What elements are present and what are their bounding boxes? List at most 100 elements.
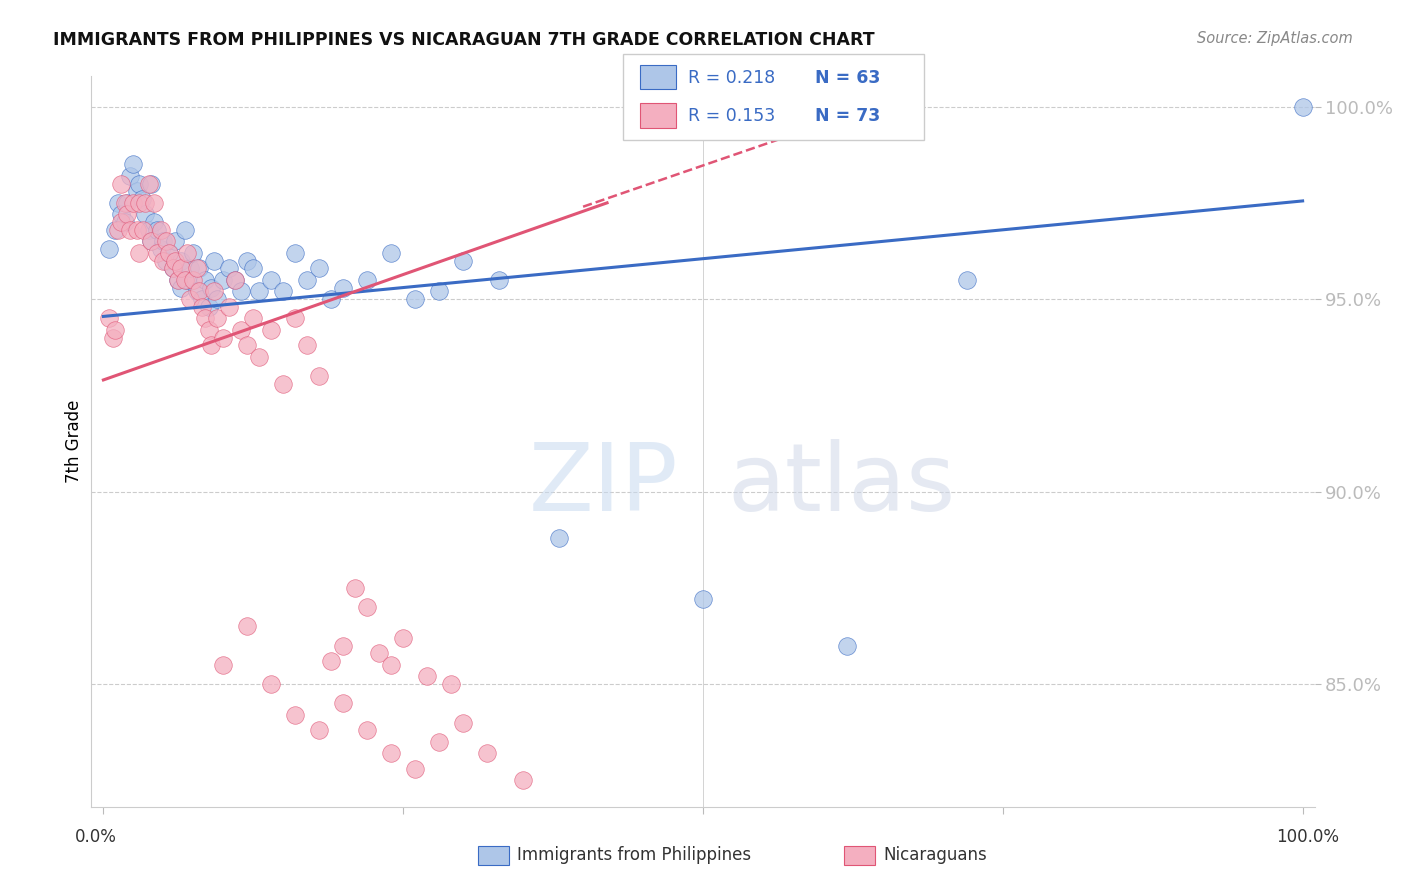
Point — [207, 292, 229, 306]
Point — [284, 246, 307, 260]
Point — [835, 639, 858, 653]
Point — [380, 747, 402, 761]
Point — [110, 177, 132, 191]
Point — [356, 600, 378, 615]
Point — [380, 657, 402, 672]
Point — [128, 177, 150, 191]
Point — [321, 292, 343, 306]
Point — [125, 223, 148, 237]
Point — [202, 253, 225, 268]
Point — [170, 253, 193, 268]
Point — [186, 261, 208, 276]
Point — [176, 246, 198, 260]
Point — [198, 323, 221, 337]
Point — [190, 300, 212, 314]
Point — [451, 715, 474, 730]
Point — [202, 285, 225, 299]
Point — [107, 223, 129, 237]
Point — [155, 235, 177, 249]
Point — [368, 646, 391, 660]
Point — [122, 157, 145, 171]
Point — [170, 280, 193, 294]
Point — [110, 207, 132, 221]
Point — [260, 677, 283, 691]
Point — [451, 253, 474, 268]
Point — [236, 619, 259, 633]
Point — [284, 311, 307, 326]
Point — [404, 292, 426, 306]
Point — [321, 654, 343, 668]
Point — [188, 285, 211, 299]
Point — [157, 246, 180, 260]
Point — [170, 261, 193, 276]
Point — [488, 273, 510, 287]
Point — [179, 261, 201, 276]
Point — [224, 273, 246, 287]
Point — [98, 242, 121, 256]
Point — [134, 207, 156, 221]
Point — [142, 195, 165, 210]
Point — [356, 723, 378, 738]
Point — [183, 246, 205, 260]
Point — [142, 215, 165, 229]
Point — [141, 177, 163, 191]
Point — [101, 330, 124, 344]
Point — [183, 273, 205, 287]
Y-axis label: 7th Grade: 7th Grade — [65, 400, 83, 483]
Point — [548, 531, 571, 545]
Point — [200, 338, 222, 352]
Point — [236, 338, 259, 352]
Point — [118, 169, 141, 183]
Point — [176, 273, 198, 287]
Point — [308, 261, 330, 276]
Text: atlas: atlas — [727, 440, 956, 532]
Point — [247, 350, 270, 364]
Point — [231, 323, 253, 337]
Point — [194, 273, 217, 287]
Point — [157, 246, 180, 260]
Point — [231, 285, 253, 299]
Point — [117, 195, 139, 210]
Point — [162, 261, 184, 276]
Point — [308, 369, 330, 384]
Point — [165, 235, 187, 249]
Point — [224, 273, 246, 287]
Point — [218, 261, 240, 276]
Point — [242, 261, 264, 276]
Point — [332, 696, 354, 710]
Point — [149, 223, 172, 237]
Point — [427, 285, 450, 299]
Point — [190, 292, 212, 306]
Point — [132, 223, 155, 237]
Point — [146, 223, 169, 237]
Point — [416, 669, 439, 683]
Point — [198, 300, 221, 314]
Point — [141, 235, 163, 249]
Point — [475, 747, 498, 761]
Text: Immigrants from Philippines: Immigrants from Philippines — [517, 847, 752, 864]
Text: ZIP: ZIP — [529, 440, 679, 532]
Point — [392, 631, 415, 645]
Point — [247, 285, 270, 299]
Text: Source: ZipAtlas.com: Source: ZipAtlas.com — [1197, 31, 1353, 46]
Point — [440, 677, 463, 691]
Point — [212, 657, 235, 672]
Point — [118, 223, 141, 237]
Point — [260, 273, 283, 287]
Point — [179, 292, 201, 306]
Point — [692, 592, 714, 607]
Point — [125, 184, 148, 198]
Point — [427, 735, 450, 749]
Point — [149, 242, 172, 256]
Point — [194, 311, 217, 326]
Point — [212, 273, 235, 287]
Point — [155, 253, 177, 268]
Point — [332, 639, 354, 653]
Text: R = 0.218: R = 0.218 — [688, 69, 775, 87]
Point — [152, 253, 174, 268]
Point — [308, 723, 330, 738]
Text: IMMIGRANTS FROM PHILIPPINES VS NICARAGUAN 7TH GRADE CORRELATION CHART: IMMIGRANTS FROM PHILIPPINES VS NICARAGUA… — [53, 31, 875, 49]
Point — [212, 330, 235, 344]
Point — [271, 285, 294, 299]
Point — [186, 285, 208, 299]
